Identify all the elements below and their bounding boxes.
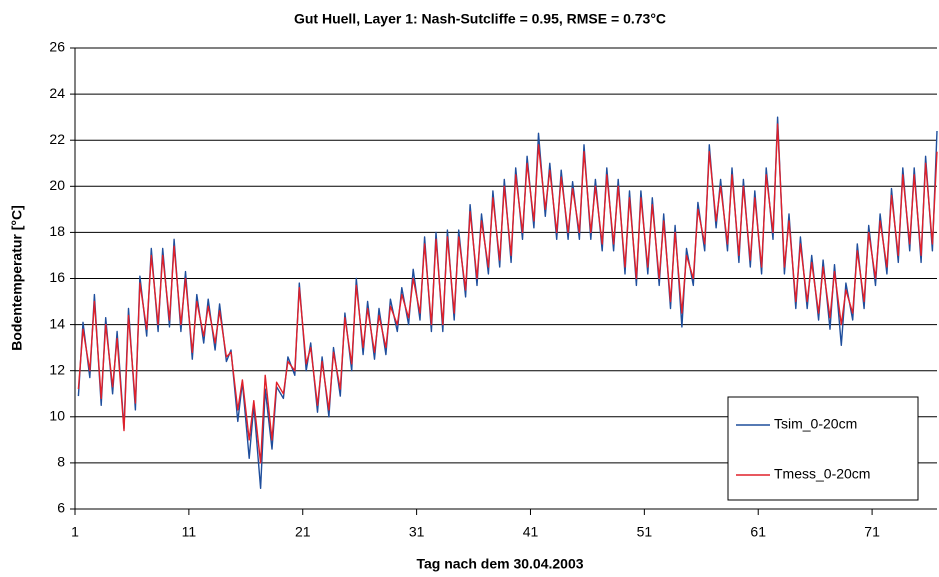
y-tick-label: 20 (49, 177, 65, 193)
x-tick-label: 41 (523, 524, 539, 540)
series-line (77, 123, 938, 464)
y-tick-label: 10 (49, 408, 65, 424)
y-tick-label: 26 (49, 39, 65, 55)
y-axis-label: Bodentemperatur [°C] (9, 205, 25, 351)
y-tick-label: 14 (49, 315, 65, 331)
x-tick-label: 21 (295, 524, 311, 540)
y-tick-label: 22 (49, 131, 65, 147)
x-tick-label: 71 (864, 524, 880, 540)
y-tick-label: 24 (49, 85, 65, 101)
x-tick-label: 51 (637, 524, 653, 540)
x-tick-label: 11 (182, 524, 197, 540)
y-tick-label: 6 (57, 500, 65, 516)
y-tick-label: 16 (49, 269, 65, 285)
chart-title: Gut Huell, Layer 1: Nash-Sutcliffe = 0.9… (294, 11, 666, 27)
legend-label: Tsim_0-20cm (774, 416, 857, 432)
x-tick-label: 31 (409, 524, 425, 540)
y-tick-label: 8 (57, 454, 65, 470)
x-axis-label: Tag nach dem 30.04.2003 (416, 556, 583, 572)
legend-box (727, 396, 919, 501)
x-tick-label: 61 (750, 524, 766, 540)
legend-label: Tmess_0-20cm (774, 466, 870, 482)
x-tick-label: 1 (71, 524, 79, 540)
y-tick-label: 12 (49, 361, 65, 377)
y-tick-label: 18 (49, 223, 65, 239)
